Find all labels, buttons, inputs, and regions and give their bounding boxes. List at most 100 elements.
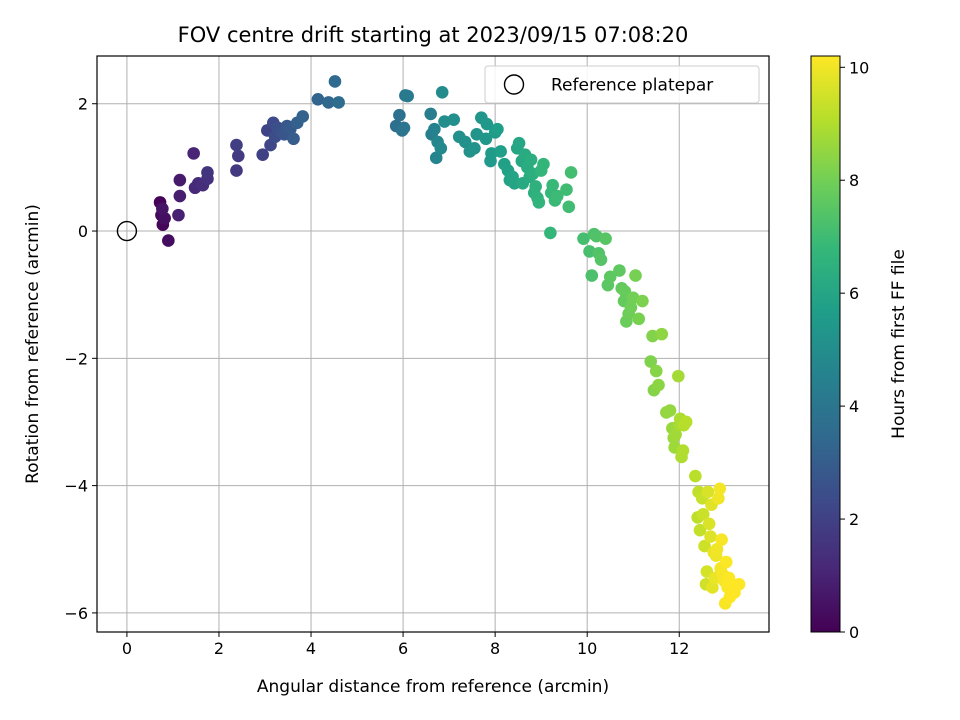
- data-point: [512, 136, 526, 150]
- colorbar-tick-label: 8: [849, 171, 859, 190]
- data-point: [698, 539, 711, 553]
- data-point: [434, 141, 448, 155]
- data-point: [524, 153, 538, 167]
- data-point: [156, 202, 169, 216]
- x-tick-label: 6: [398, 639, 408, 658]
- data-point: [585, 269, 599, 282]
- data-point: [712, 492, 725, 505]
- data-point: [701, 485, 715, 499]
- data-point: [428, 122, 441, 136]
- data-point: [173, 173, 187, 187]
- data-point: [629, 269, 642, 282]
- legend-label-reference: Reference platepar: [551, 76, 713, 96]
- x-axis-ticks: 0 2 4 6 8 10 12: [122, 632, 689, 658]
- data-point: [201, 166, 214, 179]
- data-point: [560, 183, 573, 196]
- data-point: [173, 189, 187, 203]
- data-point: [479, 132, 493, 146]
- data-point: [468, 141, 481, 155]
- data-point: [577, 232, 590, 245]
- data-point: [669, 428, 682, 441]
- data-point: [719, 555, 733, 569]
- data-point: [706, 581, 719, 594]
- chart-title: FOV centre drift starting at 2023/09/15 …: [178, 23, 689, 47]
- x-tick-label: 4: [306, 639, 316, 658]
- data-point: [624, 301, 638, 314]
- data-point: [710, 542, 724, 556]
- colorbar-tick-label: 0: [849, 623, 859, 642]
- data-point: [702, 517, 716, 531]
- data-point: [429, 151, 443, 165]
- data-point: [689, 469, 702, 483]
- y-tick-label: 2: [78, 95, 88, 114]
- colorbar: [810, 55, 841, 633]
- data-point: [603, 270, 617, 284]
- data-point: [713, 482, 727, 496]
- data-point: [564, 166, 578, 179]
- data-point: [328, 75, 342, 88]
- data-point: [636, 294, 649, 308]
- data-point: [447, 113, 461, 126]
- data-point: [715, 533, 728, 547]
- plot-frame: [96, 55, 770, 633]
- data-point: [230, 138, 243, 152]
- data-point: [232, 149, 245, 163]
- data-point: [644, 355, 658, 368]
- data-point: [672, 369, 685, 383]
- y-tick-label: −4: [64, 477, 88, 496]
- colorbar-tick-label: 10: [849, 58, 869, 77]
- data-point: [655, 327, 669, 341]
- data-point: [322, 96, 335, 109]
- data-point: [393, 108, 406, 122]
- data-point: [172, 208, 185, 222]
- data-point: [162, 234, 175, 247]
- x-tick-label: 12: [669, 639, 689, 658]
- data-point: [652, 378, 665, 392]
- data-point: [256, 148, 269, 161]
- data-point: [663, 404, 677, 417]
- data-point: [679, 415, 693, 429]
- legend-marker-reference: [503, 74, 525, 95]
- data-point: [693, 523, 707, 537]
- data-point: [546, 178, 559, 192]
- colorbar-tick-label: 2: [849, 510, 859, 529]
- grid-layer: [97, 56, 769, 632]
- data-point: [537, 157, 550, 171]
- x-tick-label: 0: [122, 639, 132, 658]
- data-point: [311, 92, 325, 106]
- data-point: [676, 444, 690, 457]
- data-point: [696, 507, 710, 521]
- colorbar-label: Hours from first FF file: [889, 249, 909, 439]
- data-point: [397, 121, 411, 135]
- reference-platepar-marker: [116, 220, 138, 242]
- data-point: [732, 577, 746, 591]
- data-point: [550, 189, 564, 203]
- colorbar-tick-label: 6: [849, 284, 859, 303]
- legend-box: [484, 65, 760, 104]
- data-point: [491, 122, 504, 136]
- data-point: [424, 107, 437, 121]
- data-point: [158, 211, 171, 225]
- data-point: [594, 253, 608, 266]
- data-point: [704, 530, 717, 543]
- y-axis-ticks: −6 −4 −2 0 2: [64, 95, 97, 623]
- legend: Reference platepar: [484, 65, 760, 104]
- data-point: [230, 164, 243, 177]
- x-tick-label: 8: [490, 639, 500, 658]
- colorbar-tick-label: 4: [849, 397, 859, 416]
- reference-layer: [116, 220, 138, 242]
- data-point: [187, 147, 200, 160]
- data-point: [632, 312, 646, 326]
- data-point: [435, 85, 449, 99]
- colorbar-ticks: 0 2 4 6 8 10: [840, 58, 869, 642]
- data-point: [480, 117, 494, 131]
- data-point: [532, 196, 546, 209]
- y-tick-label: −6: [64, 604, 88, 623]
- points-layer: [153, 75, 746, 610]
- data-point: [296, 110, 310, 123]
- data-point: [562, 200, 576, 214]
- data-point: [287, 132, 300, 146]
- data-point: [613, 264, 626, 277]
- x-tick-label: 10: [577, 639, 597, 658]
- x-axis-label: Angular distance from reference (arcmin): [257, 677, 609, 697]
